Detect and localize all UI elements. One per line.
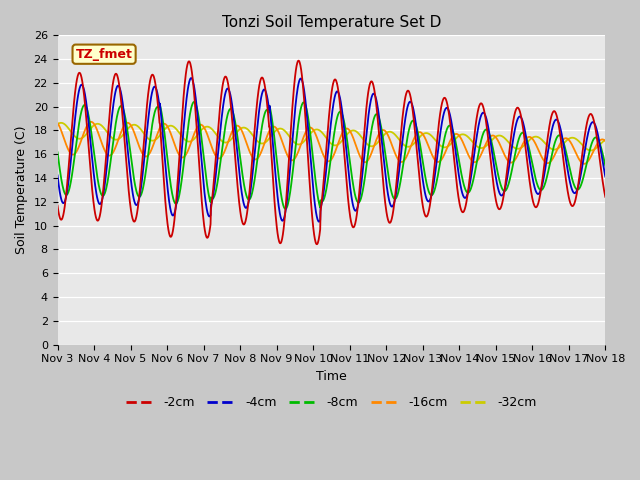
Y-axis label: Soil Temperature (C): Soil Temperature (C) — [15, 126, 28, 254]
Title: Tonzi Soil Temperature Set D: Tonzi Soil Temperature Set D — [221, 15, 441, 30]
Legend: -2cm, -4cm, -8cm, -16cm, -32cm: -2cm, -4cm, -8cm, -16cm, -32cm — [121, 391, 542, 414]
X-axis label: Time: Time — [316, 370, 347, 383]
Text: TZ_fmet: TZ_fmet — [76, 48, 132, 60]
